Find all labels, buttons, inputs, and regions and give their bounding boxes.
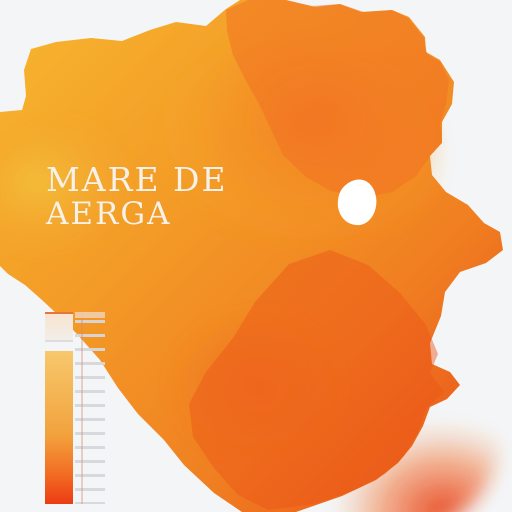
title-line-1: MARE DE	[46, 160, 228, 199]
map-title: MARE DE AERGA	[46, 162, 256, 231]
title-line-2: AERGA	[46, 195, 172, 232]
legend-ticks	[75, 312, 105, 504]
legend-color-bar	[45, 351, 73, 504]
color-legend	[41, 306, 105, 504]
north-lobe	[226, 0, 449, 198]
south-lobe	[189, 250, 444, 510]
legend-top-block	[45, 312, 73, 342]
white-hole	[337, 179, 377, 226]
